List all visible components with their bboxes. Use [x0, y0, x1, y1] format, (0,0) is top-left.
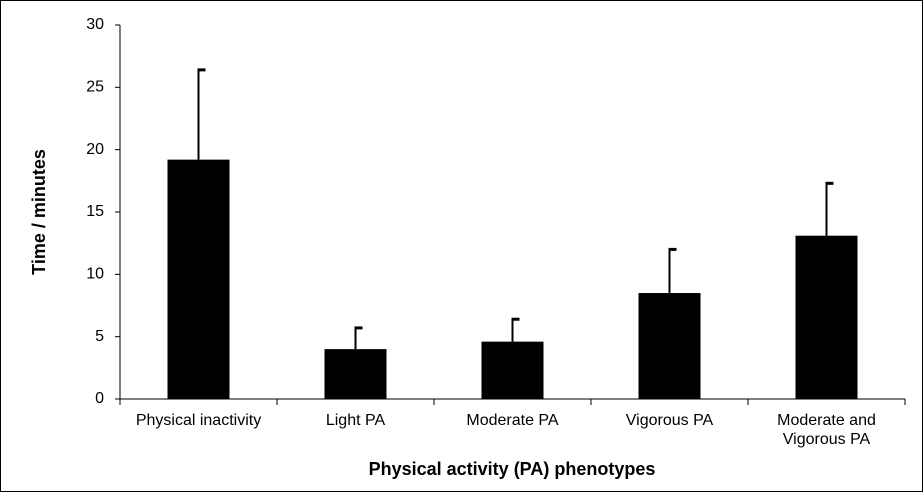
bar: [481, 341, 544, 399]
bar: [167, 159, 230, 399]
y-tick-label: 30: [86, 16, 104, 33]
y-tick-label: 0: [95, 390, 104, 407]
x-tick-label: Vigorous PA: [625, 412, 714, 429]
y-tick-label: 20: [86, 141, 104, 158]
y-tick-label: 15: [86, 203, 104, 220]
x-tick-label: Light PA: [325, 412, 386, 429]
y-axis-title: Time / minutes: [29, 149, 49, 275]
y-tick-label: 25: [86, 79, 104, 96]
x-axis-title: Physical activity (PA) phenotypes: [369, 459, 656, 479]
bar: [324, 349, 387, 399]
bar: [638, 293, 701, 399]
y-tick-label: 10: [86, 266, 104, 283]
x-tick-label: Moderate PA: [466, 412, 559, 429]
y-tick-label: 5: [95, 328, 104, 345]
bar: [795, 235, 858, 399]
x-tick-label: Moderate and Vigorous PA: [777, 412, 876, 448]
x-tick-label: Physical inactivity: [135, 412, 262, 429]
